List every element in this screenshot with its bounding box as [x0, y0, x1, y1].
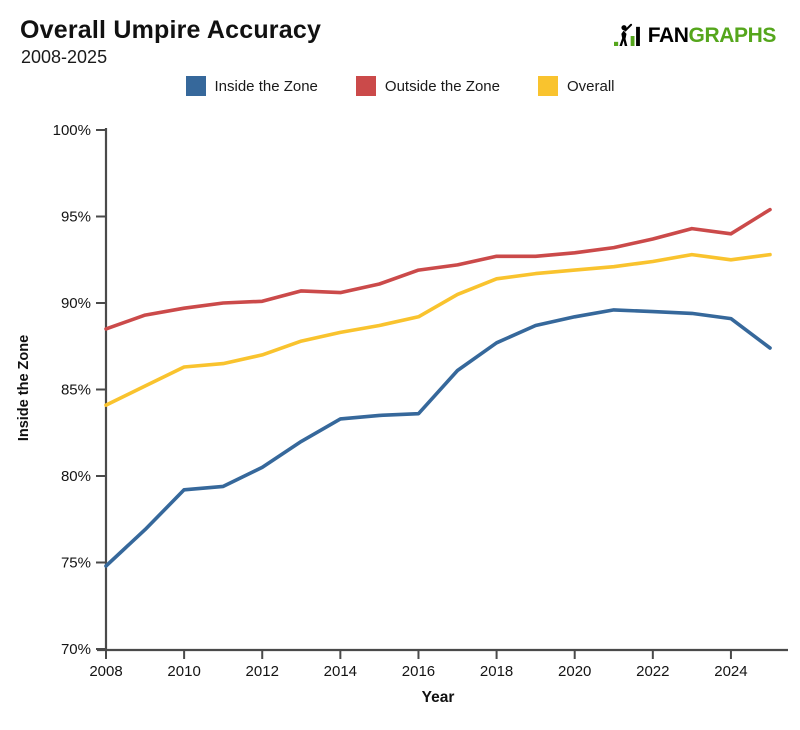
y-tick-label: 80% [61, 468, 91, 485]
x-axis-title: Year [422, 689, 455, 706]
logo-word-fan: FAN [647, 24, 689, 47]
series-line-outside-the-zone [104, 207, 772, 331]
y-tick-label: 95% [61, 209, 91, 226]
logo-word-graphs: GRAPHS [688, 24, 777, 47]
legend-label-inside-the-zone: Inside the Zone [214, 77, 318, 95]
series-line-inside-the-zone [104, 308, 772, 568]
legend-item-outside-the-zone: Outside the Zone [355, 76, 500, 96]
fangraphs-batter-icon [613, 23, 640, 46]
y-tick-label: 100% [53, 122, 91, 139]
y-axis-title: Inside the Zone [16, 335, 32, 441]
chart-legend: Inside the Zone Outside the Zone Overall [0, 76, 800, 96]
x-tick-label: 2016 [402, 663, 435, 680]
x-tick-label: 2014 [324, 663, 357, 680]
x-tick-label: 2008 [89, 663, 122, 680]
legend-swatch-overall [537, 76, 558, 96]
legend-item-inside-the-zone: Inside the Zone [185, 76, 318, 96]
y-tick-label: 90% [61, 295, 91, 312]
fangraphs-logo[interactable]: FANGRAPHS [613, 22, 777, 50]
x-tick-label: 2010 [167, 663, 200, 680]
legend-item-overall: Overall [537, 76, 615, 96]
legend-label-outside-the-zone: Outside the Zone [384, 77, 500, 95]
legend-swatch-outside-the-zone [355, 76, 376, 96]
x-tick-label: 2024 [714, 663, 747, 680]
x-tick-label: 2022 [636, 663, 669, 680]
page-subtitle: 2008-2025 [21, 47, 108, 67]
y-tick-label: 70% [61, 641, 91, 658]
page-title: Overall Umpire Accuracy [20, 16, 322, 44]
legend-swatch-inside-the-zone [185, 76, 206, 96]
legend-label-overall: Overall [566, 77, 615, 95]
x-tick-label: 2020 [558, 663, 591, 680]
series-line-overall [104, 252, 772, 407]
y-tick-label: 75% [61, 555, 91, 572]
x-tick-label: 2018 [480, 663, 513, 680]
x-tick-label: 2012 [246, 663, 279, 680]
y-tick-label: 85% [61, 382, 91, 399]
